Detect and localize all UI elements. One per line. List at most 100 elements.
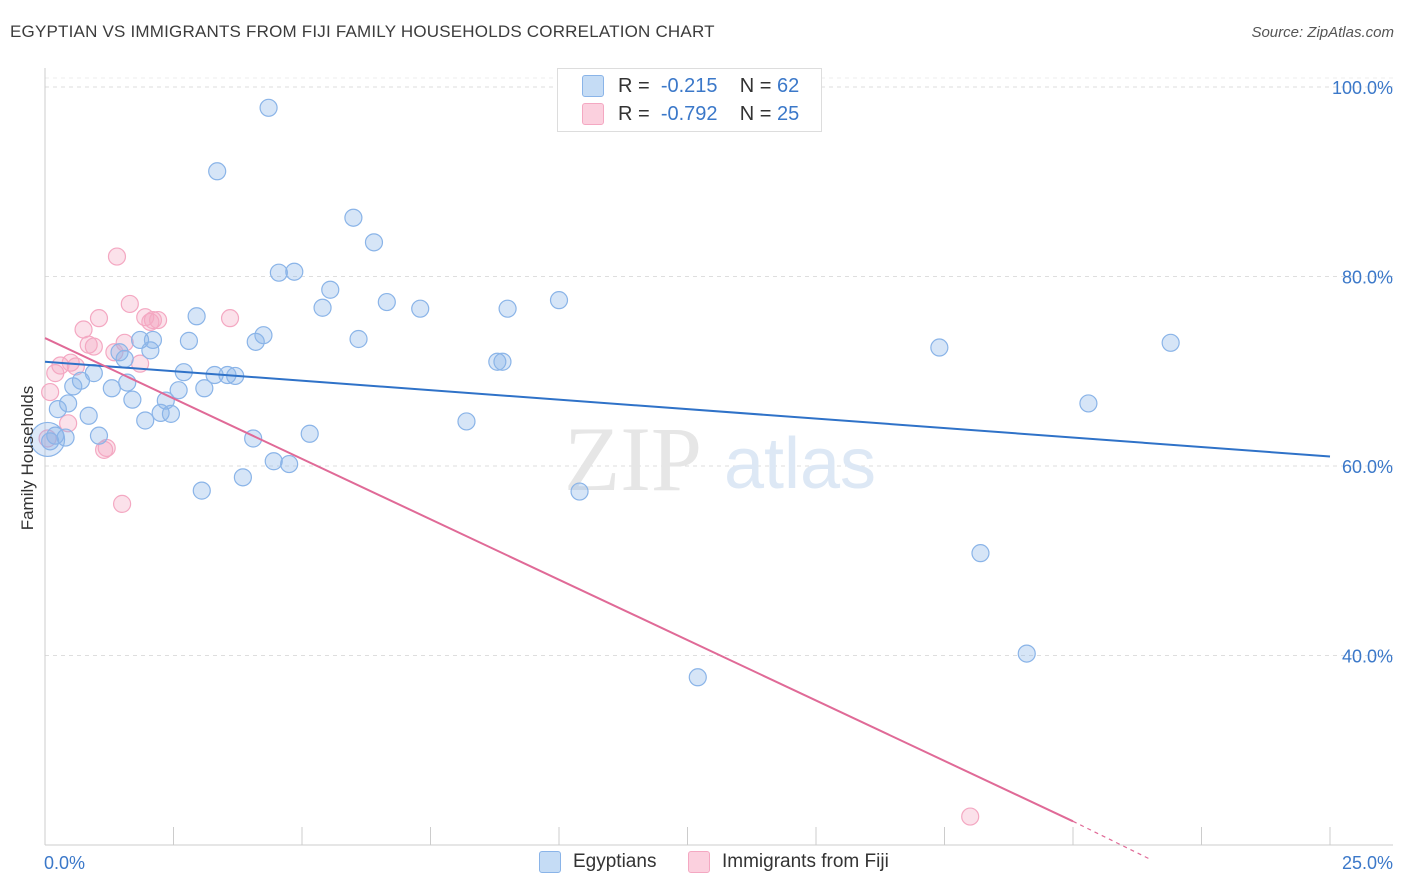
fiji-trend-line	[44, 337, 1074, 823]
egyptian-point	[161, 404, 181, 423]
egyptian-point	[457, 412, 476, 431]
legend-r-value: -0.792	[660, 102, 718, 125]
egyptian-point	[192, 481, 211, 500]
y-tick-label: 80.0%	[1342, 267, 1393, 287]
egyptian-point	[233, 468, 252, 487]
egyptian-point	[56, 428, 75, 447]
series-legend-egyptians: Egyptians	[539, 851, 656, 873]
chart-source: Source: ZipAtlas.com	[1251, 24, 1394, 41]
egyptian-point	[549, 291, 569, 310]
fiji-point	[115, 333, 134, 352]
egyptian-point	[280, 454, 299, 474]
grid-lines	[45, 77, 1393, 656]
legend-n-value: 62	[777, 74, 800, 97]
egyptian-point	[264, 452, 283, 471]
egyptian-point	[364, 233, 384, 252]
egyptian-point	[208, 162, 227, 181]
watermark: ZIP atlas	[564, 408, 876, 510]
egyptian-point	[493, 352, 512, 371]
series-swatch-pink	[688, 851, 710, 873]
y-tick-label: 100.0%	[1332, 78, 1393, 98]
watermark-zip: ZIP	[564, 408, 702, 510]
egyptian-point	[930, 338, 949, 357]
fiji-points	[38, 247, 980, 826]
fiji-point	[66, 357, 85, 376]
y-tick-labels: 100.0% 80.0% 60.0% 40.0%	[1332, 78, 1393, 667]
egyptian-point	[136, 411, 155, 430]
trend-lines	[44, 337, 1331, 860]
y-tick-label: 40.0%	[1342, 646, 1393, 666]
fiji-trend-extension	[1072, 820, 1151, 860]
egyptian-point	[89, 426, 109, 445]
egyptian-point	[143, 330, 163, 350]
egyptian-point	[344, 208, 363, 227]
series-legend-label: Immigrants from Fiji	[722, 851, 889, 872]
y-axis-label: Family Households	[18, 386, 37, 531]
egyptian-point	[285, 262, 304, 281]
egyptian-point	[102, 379, 121, 398]
legend-swatch-blue	[582, 75, 604, 97]
fiji-point	[148, 310, 168, 330]
legend-r-label: R =	[618, 74, 650, 97]
egyptian-point	[1079, 394, 1098, 413]
fiji-point	[107, 247, 127, 266]
stats-legend: R = -0.215 N = 62 R = -0.792 N = 25	[557, 68, 822, 132]
egyptian-point	[488, 352, 507, 371]
fiji-point	[51, 356, 70, 375]
legend-n-value: 25	[777, 102, 800, 125]
fiji-point	[961, 807, 980, 826]
egyptian-point	[123, 390, 142, 409]
egyptian-point	[1017, 644, 1036, 663]
egyptian-point	[313, 298, 332, 317]
egyptian-point	[570, 482, 589, 501]
legend-row-fiji: R = -0.792 N = 25	[582, 100, 799, 128]
fiji-point	[95, 440, 114, 459]
x-tick-label-min: 0.0%	[44, 853, 85, 873]
egyptian-point	[321, 280, 340, 299]
fiji-point	[84, 337, 103, 356]
x-tick-label-max: 25.0%	[1342, 853, 1393, 873]
y-tick-label: 60.0%	[1342, 457, 1393, 477]
egyptian-point	[79, 406, 98, 425]
egyptian-point	[300, 424, 319, 443]
series-legend: Egyptians Immigrants from Fiji	[0, 851, 1406, 879]
fiji-point	[59, 414, 78, 433]
egyptian-point	[411, 299, 430, 318]
egyptian-point	[48, 400, 67, 419]
fiji-point	[89, 309, 109, 328]
egyptian-point	[498, 299, 517, 318]
series-legend-label: Egyptians	[573, 851, 657, 872]
egyptian-point	[377, 292, 396, 312]
egyptian-point	[254, 326, 273, 345]
series-legend-fiji: Immigrants from Fiji	[688, 851, 889, 873]
series-swatch-blue	[539, 851, 561, 873]
egyptian-point	[195, 379, 214, 398]
egyptian-point	[115, 349, 134, 369]
egyptian-point	[41, 432, 60, 451]
egyptian-point	[269, 263, 288, 282]
chart-title: EGYPTIAN VS IMMIGRANTS FROM FIJI FAMILY …	[10, 22, 715, 41]
egyptian-trend-line	[44, 360, 1331, 458]
fiji-point	[74, 320, 93, 339]
fiji-point	[220, 309, 240, 328]
egyptian-points	[29, 98, 1180, 687]
egyptian-point	[259, 98, 278, 117]
legend-n-label: N =	[739, 74, 772, 97]
egyptian-point	[971, 544, 990, 563]
fiji-point	[120, 294, 139, 314]
egyptian-point	[187, 307, 206, 326]
fiji-point	[112, 494, 132, 513]
egyptian-point	[84, 364, 103, 383]
axes	[44, 68, 1393, 846]
egyptian-point	[169, 381, 188, 400]
egyptian-point	[1161, 333, 1180, 352]
legend-r-label: R =	[618, 102, 650, 125]
legend-r-value: -0.215	[660, 74, 718, 97]
watermark-atlas: atlas	[724, 424, 876, 504]
legend-n-label: N =	[739, 102, 772, 125]
egyptian-point-cluster	[29, 421, 66, 458]
legend-row-egyptians: R = -0.215 N = 62	[582, 72, 799, 100]
egyptian-point	[59, 394, 78, 413]
egyptian-point	[349, 329, 368, 349]
